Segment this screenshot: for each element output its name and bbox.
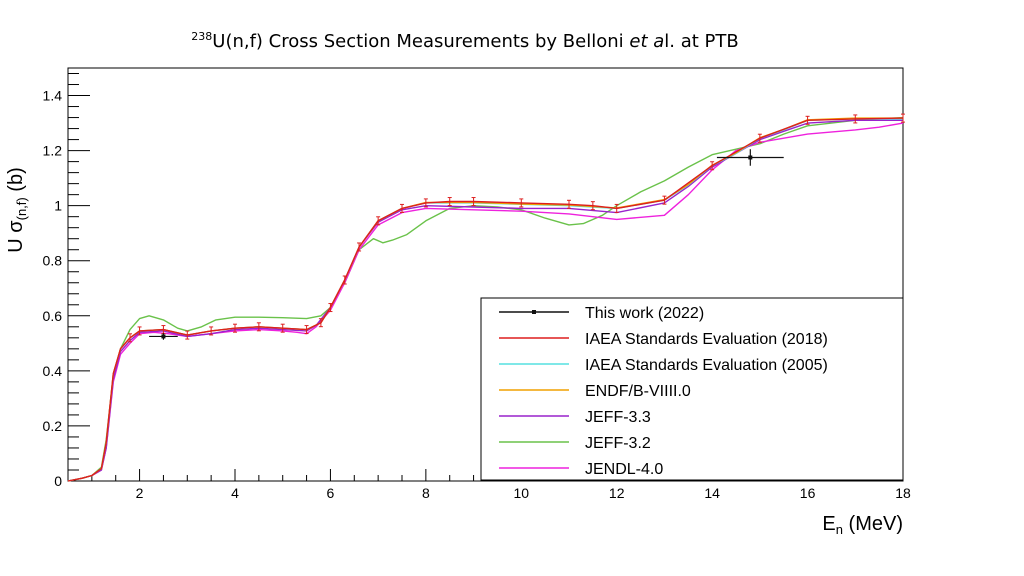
y-tick-label: 0 [54, 473, 62, 489]
x-axis-title-sub: n [836, 522, 843, 537]
series-line [67, 116, 904, 482]
title-end: l. at PTB [664, 31, 739, 52]
legend-label: IAEA Standards Evaluation (2005) [585, 357, 828, 374]
page-title: 238U(n,f) Cross Section Measurements by … [0, 30, 930, 52]
data-point [161, 334, 166, 339]
legend-label: ENDF/B-VIIII.0 [585, 383, 691, 400]
x-tick-label: 18 [895, 485, 911, 501]
title-superscript: 238 [191, 30, 213, 43]
series-iaea-standards-evaluation-2018 [67, 113, 905, 482]
legend: This work (2022) IAEA Standards Evaluatio… [480, 297, 904, 481]
legend-label: This work (2022) [585, 305, 704, 322]
series-jeff-3-2 [67, 116, 904, 482]
x-tick-label: 16 [800, 485, 816, 501]
y-axis-title: U σ(n,f) (b) [5, 167, 29, 252]
y-tick-label: 1.4 [43, 88, 63, 104]
axis-ticks: 2 4 6 8 10 12 14 16 18 0 0.2 0.4 0.6 0.8 1 1.2 1.4 [43, 73, 911, 501]
y-axis-title-main: U σ [5, 220, 27, 253]
legend-label: JEFF-3.3 [585, 409, 651, 426]
legend-label: JENDL-4.0 [585, 461, 663, 478]
series-this-work-2022 [149, 149, 784, 340]
y-tick-label: 0.2 [43, 418, 63, 434]
x-axis-title-rest: (MeV) [843, 513, 903, 535]
x-axis-title-main: E [822, 513, 835, 535]
title-italic: et a [629, 31, 665, 52]
title-main: U(n,f) Cross Section Measurements by Bel… [212, 31, 630, 52]
x-tick-label: 6 [327, 485, 335, 501]
data-point [748, 155, 753, 160]
y-axis-title-sub: (n,f) [14, 197, 29, 220]
y-axis-title-rest: (b) [5, 167, 27, 197]
y-tick-label: 0.6 [43, 308, 63, 324]
legend-label: IAEA Standards Evaluation (2018) [585, 331, 828, 348]
x-tick-label: 10 [513, 485, 529, 501]
y-tick-label: 0.8 [43, 253, 63, 269]
y-tick-label: 1 [54, 198, 62, 214]
y-tick-label: 1.2 [43, 143, 63, 159]
legend-label: JEFF-3.2 [585, 435, 651, 452]
legend-marker [532, 310, 536, 314]
legend-box [480, 297, 904, 481]
plot-border [67, 67, 904, 482]
series-layer [67, 113, 905, 482]
y-tick-label: 0.4 [43, 363, 63, 379]
x-axis-title: En (MeV) [822, 513, 903, 537]
x-tick-label: 2 [136, 485, 144, 501]
plot-frame [67, 67, 904, 482]
x-tick-label: 12 [609, 485, 625, 501]
x-tick-label: 4 [231, 485, 239, 501]
x-tick-label: 8 [422, 485, 430, 501]
x-tick-label: 14 [704, 485, 720, 501]
